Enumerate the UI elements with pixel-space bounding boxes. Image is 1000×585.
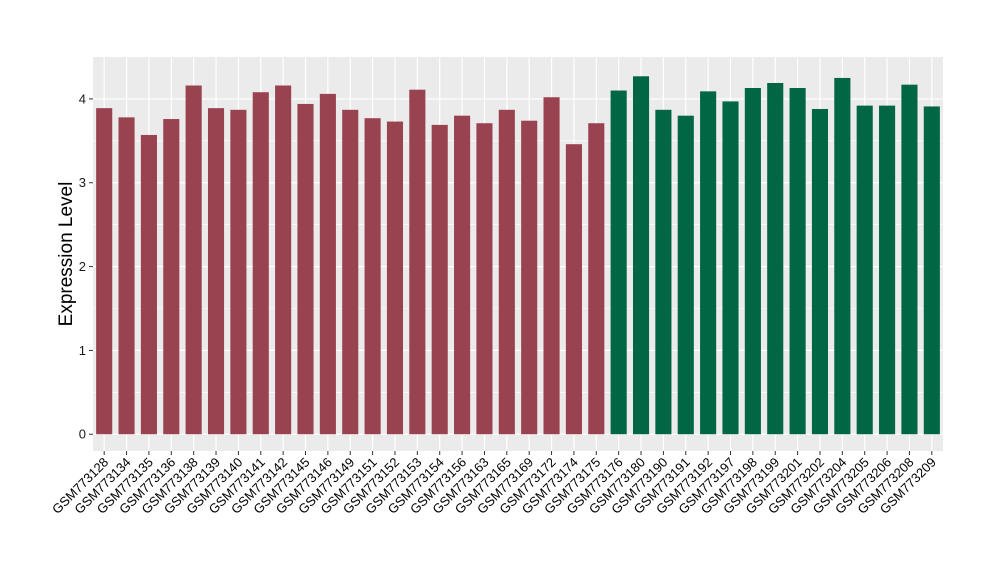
bar-GSM773145	[297, 103, 314, 435]
bar-GSM773128	[96, 108, 113, 435]
bars	[96, 76, 940, 435]
bar-GSM773140	[230, 109, 247, 435]
bar-GSM773139	[207, 108, 225, 435]
bar-GSM773165	[498, 109, 515, 435]
bar-GSM773169	[521, 120, 538, 435]
bar-GSM773209	[923, 106, 940, 435]
y-tick-label: 3	[79, 175, 86, 190]
y-axis: 0 1 2 3 4	[79, 91, 93, 442]
bar-GSM773136	[163, 119, 180, 435]
bar-GSM773151	[364, 118, 381, 435]
y-tick-label: 4	[79, 91, 86, 106]
bar-GSM773154	[431, 124, 448, 435]
bar-GSM773153	[409, 89, 426, 435]
bar-GSM773197	[722, 101, 739, 435]
bar-GSM773180	[632, 76, 650, 435]
bar-GSM773201	[789, 88, 806, 435]
bar-GSM773202	[811, 108, 829, 435]
bar-GSM773198	[744, 88, 761, 435]
y-tick-label: 0	[79, 427, 86, 442]
bar-GSM773176	[610, 90, 627, 435]
bar-GSM773142	[275, 85, 292, 435]
bar-GSM773208	[901, 84, 918, 435]
y-tick-label: 2	[79, 259, 86, 274]
bar-GSM773141	[252, 92, 269, 435]
bar-GSM773199	[767, 82, 784, 435]
bar-GSM773163	[476, 123, 493, 435]
bar-GSM773191	[677, 115, 694, 435]
y-axis-title: Expression Level	[56, 182, 77, 327]
bar-GSM773134	[118, 117, 135, 435]
bar-GSM773190	[655, 109, 672, 435]
bar-GSM773152	[386, 121, 404, 435]
y-tick-label: 1	[79, 343, 86, 358]
bar-GSM773138	[185, 85, 202, 435]
bar-GSM773172	[543, 97, 560, 435]
x-axis: GSM773128GSM773134GSM773135GSM773136GSM7…	[49, 451, 939, 517]
bar-GSM773204	[834, 77, 851, 435]
bar-GSM773174	[565, 144, 582, 435]
bar-GSM773146	[319, 93, 336, 435]
bar-GSM773175	[588, 123, 605, 435]
bar-GSM773205	[856, 105, 873, 435]
bar-GSM773135	[140, 134, 157, 435]
bar-GSM773192	[700, 91, 717, 435]
bar-GSM773156	[454, 115, 471, 435]
bar-GSM773149	[342, 109, 359, 435]
bar-GSM773206	[879, 105, 896, 435]
